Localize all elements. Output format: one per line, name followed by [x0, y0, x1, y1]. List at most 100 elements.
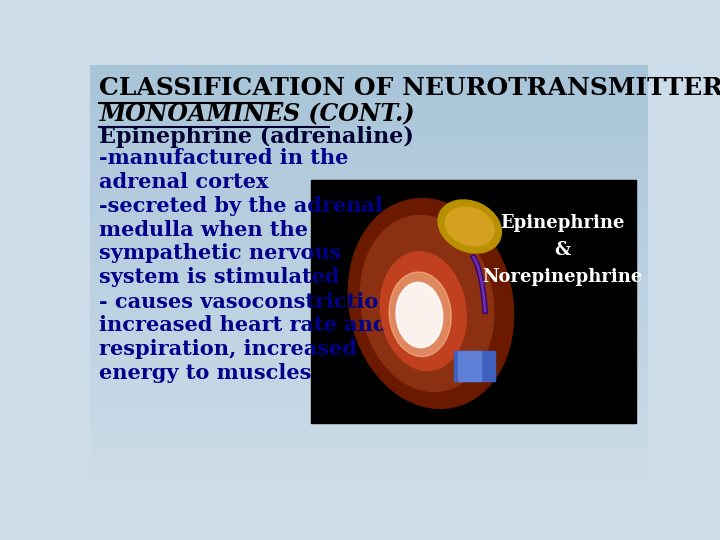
Bar — [90, 245, 648, 248]
Bar — [90, 300, 648, 304]
Ellipse shape — [438, 200, 501, 253]
Bar — [90, 456, 648, 460]
Bar — [90, 75, 648, 79]
Bar — [90, 446, 648, 449]
Bar — [90, 200, 648, 204]
Bar — [90, 96, 648, 99]
Ellipse shape — [380, 252, 467, 370]
Bar — [90, 435, 648, 439]
Text: adrenal cortex: adrenal cortex — [99, 172, 269, 192]
Bar — [90, 154, 648, 158]
Bar — [90, 331, 648, 335]
Text: energy to muscles: energy to muscles — [99, 363, 312, 383]
Bar — [90, 186, 648, 190]
Bar — [90, 82, 648, 85]
Text: medulla when the: medulla when the — [99, 220, 308, 240]
Bar — [90, 147, 648, 151]
Bar — [90, 99, 648, 103]
Bar — [90, 328, 648, 332]
Bar — [90, 265, 648, 269]
Bar — [90, 286, 648, 290]
Bar — [90, 220, 648, 224]
Bar — [90, 362, 648, 366]
Bar — [90, 158, 648, 162]
Text: respiration, increased: respiration, increased — [99, 339, 357, 359]
Ellipse shape — [361, 215, 494, 392]
Ellipse shape — [396, 282, 443, 348]
Bar — [90, 463, 648, 467]
Bar — [90, 255, 648, 259]
Bar — [90, 113, 648, 117]
Bar — [90, 231, 648, 234]
Bar — [90, 387, 648, 390]
Bar — [90, 428, 648, 432]
Bar — [90, 89, 648, 92]
Text: Epinephrine (adrenaline): Epinephrine (adrenaline) — [99, 126, 414, 149]
Bar — [90, 276, 648, 280]
Bar — [90, 217, 648, 221]
Bar — [90, 359, 648, 363]
Bar — [90, 318, 648, 321]
Bar — [90, 127, 648, 131]
Bar — [90, 369, 648, 373]
Bar — [90, 307, 648, 311]
Bar — [90, 252, 648, 255]
Bar — [90, 431, 648, 436]
Bar — [90, 176, 648, 179]
Bar — [90, 165, 648, 168]
Bar — [90, 227, 648, 231]
Bar — [90, 477, 648, 481]
Bar — [311, 180, 636, 423]
Bar — [90, 394, 648, 397]
Text: system is stimulated: system is stimulated — [99, 267, 340, 287]
Text: MONOAMINES (CONT.): MONOAMINES (CONT.) — [99, 102, 415, 126]
Bar — [90, 401, 648, 404]
Bar — [90, 168, 648, 172]
Bar — [90, 151, 648, 155]
Bar — [90, 408, 648, 411]
Bar — [90, 335, 648, 339]
Bar — [90, 120, 648, 124]
Bar — [90, 418, 648, 422]
Bar — [90, 425, 648, 429]
Ellipse shape — [389, 272, 451, 356]
Bar — [90, 348, 648, 353]
Bar — [90, 189, 648, 193]
Bar — [458, 351, 482, 381]
Bar — [90, 269, 648, 273]
Text: Epinephrine: Epinephrine — [500, 214, 625, 232]
Bar — [90, 293, 648, 297]
Bar — [90, 248, 648, 252]
Bar — [90, 182, 648, 186]
Bar — [90, 213, 648, 217]
Bar — [90, 193, 648, 197]
Bar — [90, 296, 648, 300]
Bar — [90, 467, 648, 470]
Bar — [90, 473, 648, 477]
Bar — [90, 134, 648, 138]
Bar — [90, 130, 648, 134]
Bar — [454, 351, 495, 381]
Bar — [90, 262, 648, 266]
Bar — [90, 383, 648, 387]
Bar — [90, 411, 648, 415]
Bar — [90, 376, 648, 380]
Text: Norepinephrine: Norepinephrine — [482, 267, 643, 286]
Bar — [90, 380, 648, 383]
Bar — [90, 355, 648, 359]
Bar — [90, 78, 648, 82]
Text: &: & — [554, 241, 571, 259]
Text: -manufactured in the: -manufactured in the — [99, 148, 348, 168]
Bar — [90, 206, 648, 211]
Bar — [90, 279, 648, 283]
Bar — [90, 241, 648, 245]
Bar — [90, 123, 648, 127]
Bar — [90, 64, 648, 68]
Bar — [90, 117, 648, 120]
Bar — [90, 366, 648, 370]
Bar — [90, 196, 648, 200]
Bar — [90, 106, 648, 110]
Bar — [90, 272, 648, 276]
Bar — [90, 234, 648, 238]
Bar — [90, 68, 648, 72]
